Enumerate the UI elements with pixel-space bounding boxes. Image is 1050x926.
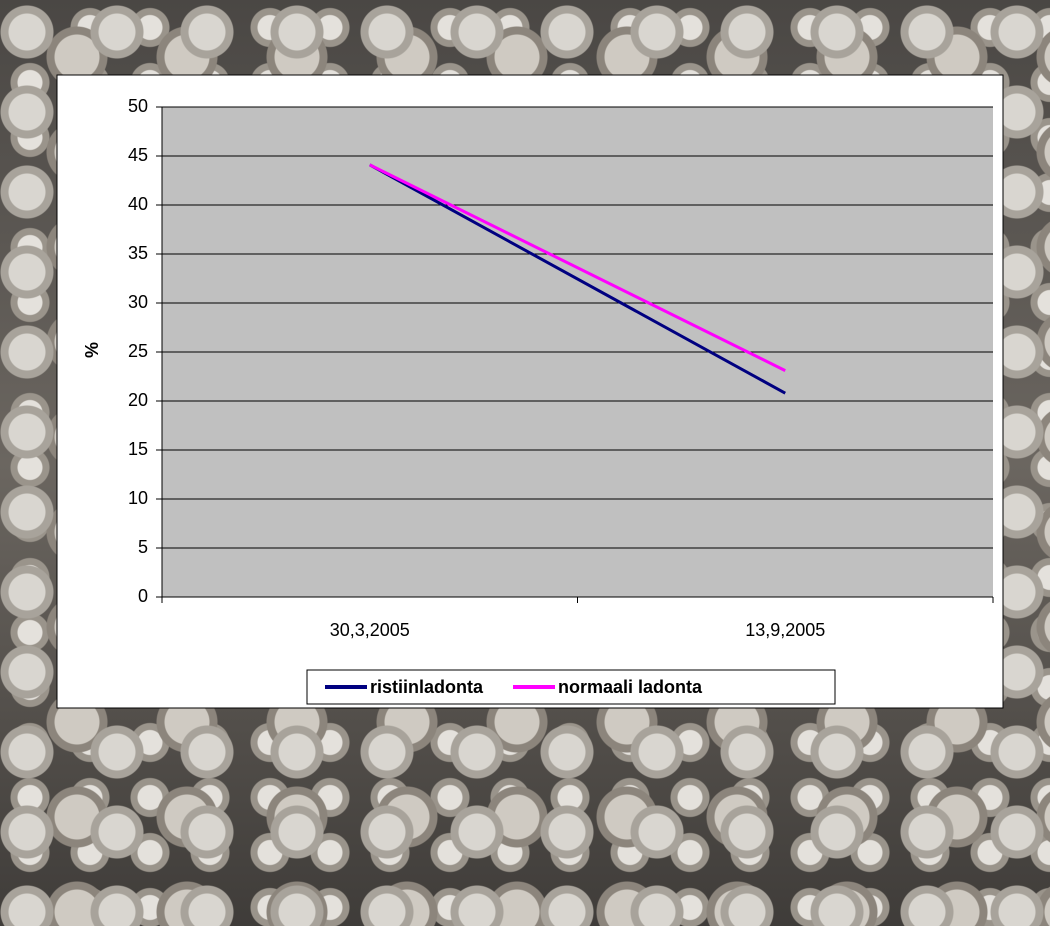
y-tick-label: 45 <box>128 145 148 165</box>
y-tick-label: 5 <box>138 537 148 557</box>
y-tick-label: 20 <box>128 390 148 410</box>
y-tick-label: 35 <box>128 243 148 263</box>
y-tick-label: 25 <box>128 341 148 361</box>
series-line <box>369 163 786 395</box>
y-axis-label: % <box>82 342 102 358</box>
y-tick-label: 40 <box>128 194 148 214</box>
y-tick-label: 50 <box>128 96 148 116</box>
legend-label: ristiinladonta <box>370 677 484 697</box>
x-tick-label: 30,3,2005 <box>330 620 410 640</box>
y-tick-label: 30 <box>128 292 148 312</box>
series-line <box>369 163 786 372</box>
y-tick-label: 15 <box>128 439 148 459</box>
y-tick-label: 10 <box>128 488 148 508</box>
legend-label: normaali ladonta <box>558 677 703 697</box>
x-tick-label: 13,9,2005 <box>745 620 825 640</box>
y-tick-label: 0 <box>138 586 148 606</box>
legend-box <box>306 669 836 705</box>
